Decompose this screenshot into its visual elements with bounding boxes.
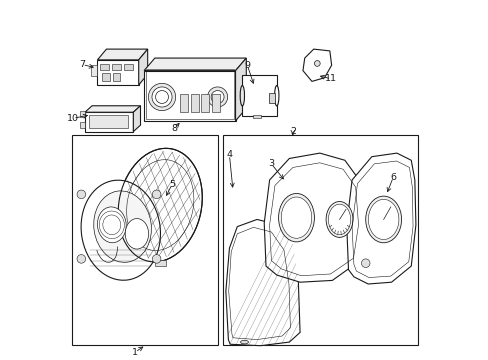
Ellipse shape [325,202,352,237]
Bar [190,94,198,112]
Bar [212,94,220,112]
Ellipse shape [365,196,401,243]
Polygon shape [85,106,140,112]
Circle shape [211,90,224,103]
Polygon shape [346,153,415,284]
Ellipse shape [240,86,244,106]
Text: 7: 7 [79,60,85,69]
Polygon shape [225,220,300,346]
Text: 1: 1 [132,348,138,357]
Bar [223,135,418,345]
Ellipse shape [125,219,148,249]
Polygon shape [133,106,140,132]
Bar [102,73,109,81]
Circle shape [207,87,227,107]
Text: 6: 6 [389,173,395,182]
Circle shape [148,84,175,111]
Text: 4: 4 [226,150,232,159]
Polygon shape [97,49,147,60]
Bar [100,64,109,70]
Text: 2: 2 [289,127,295,136]
Bar [201,94,209,112]
Bar [85,112,133,132]
Bar [242,75,276,116]
Polygon shape [303,49,331,81]
Ellipse shape [118,148,202,262]
Circle shape [77,190,85,199]
Bar [124,64,133,70]
Bar [180,94,187,112]
Bar [88,115,128,128]
Bar [144,71,235,121]
Bar [91,64,97,76]
Polygon shape [235,58,246,121]
Bar [112,73,120,81]
Polygon shape [97,60,139,85]
Polygon shape [139,49,147,85]
Polygon shape [144,58,246,71]
Text: 9: 9 [244,61,250,70]
Ellipse shape [367,199,398,239]
Ellipse shape [94,191,151,262]
Text: 8: 8 [171,123,177,132]
Bar [145,69,233,119]
Ellipse shape [328,204,350,235]
Ellipse shape [274,86,278,106]
Circle shape [152,87,172,107]
Circle shape [152,190,161,199]
Bar [80,111,85,117]
Bar [72,135,217,345]
Bar [112,64,121,70]
Text: 11: 11 [325,75,337,84]
Ellipse shape [97,207,126,243]
Text: 10: 10 [67,114,79,123]
Circle shape [314,60,320,66]
Text: 5: 5 [169,180,175,189]
Text: 3: 3 [268,159,274,168]
Polygon shape [264,153,362,282]
Bar [252,115,261,118]
Ellipse shape [281,197,311,238]
Bar [80,122,85,128]
Bar [155,260,165,266]
Circle shape [155,90,168,103]
Circle shape [152,255,161,263]
Ellipse shape [278,193,314,242]
Bar [268,93,274,103]
Circle shape [361,259,369,267]
Circle shape [77,255,85,263]
Ellipse shape [240,340,248,344]
Ellipse shape [81,180,160,280]
